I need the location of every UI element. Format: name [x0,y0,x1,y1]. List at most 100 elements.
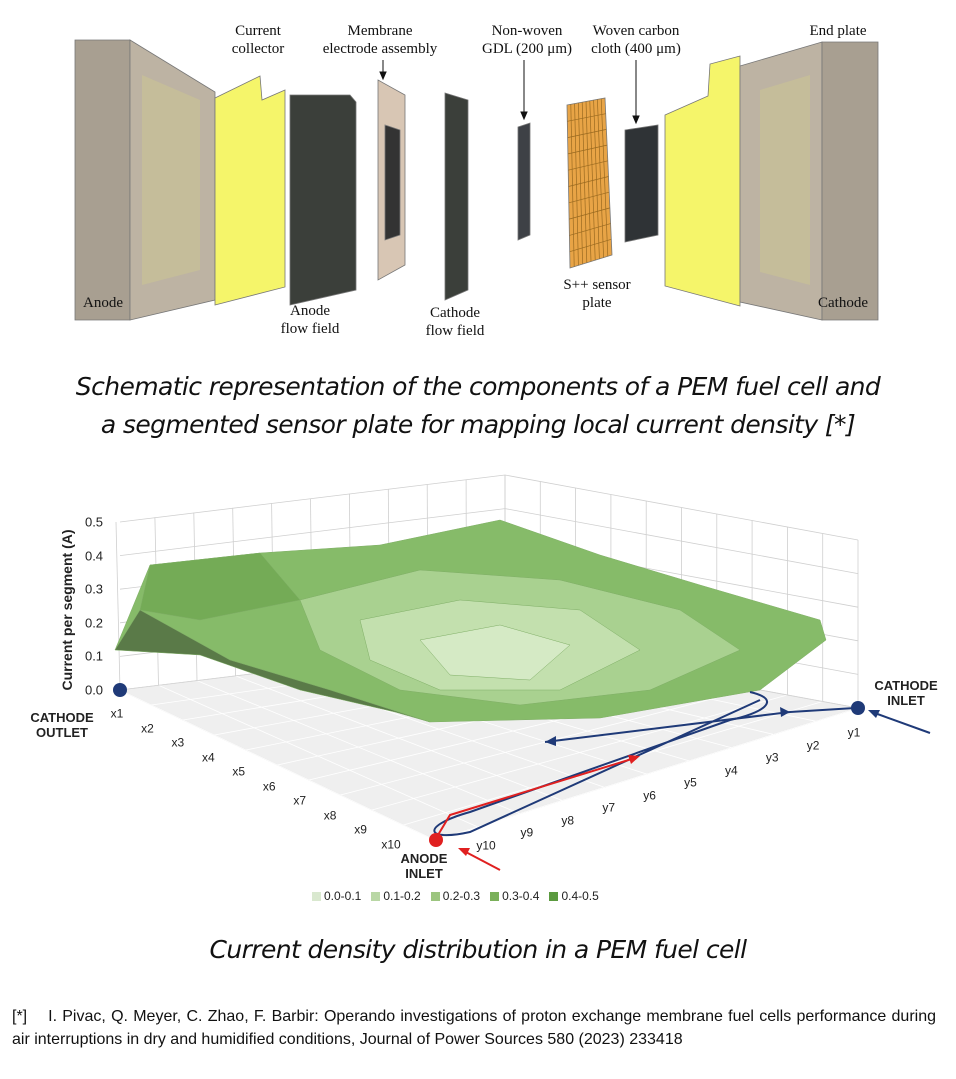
anode-end-plate [74,39,131,321]
segment-line [597,99,604,258]
segment-line [593,100,600,259]
cathode-inlet-arrow [871,711,931,734]
z-tick-label: 0.4 [84,548,104,564]
y-label: y8 [561,813,575,828]
z-tick-label: 0.1 [84,648,104,664]
carbon-cloth [624,124,659,243]
segment-line [600,98,609,257]
reference-text: I. Pivac, Q. Meyer, C. Zhao, F. Barbir: … [12,1008,936,1048]
legend-swatch [430,891,440,901]
y-label: y4 [724,763,738,778]
legend-item: 0.3-0.4 [490,889,539,903]
reference-marker: [*] [12,1008,28,1025]
shade [142,75,200,285]
x-label: x10 [381,837,401,852]
wall-line [119,508,859,574]
y-label: y3 [765,750,779,765]
component-label: Non-woven GDL (200 μm) [482,23,572,57]
legend-item: 0.0-0.1 [312,889,361,903]
y-label: y10 [476,838,496,853]
flow-paths [113,683,931,871]
sensor-plate [566,97,613,269]
component-label: End plate [809,23,867,39]
y-label: y2 [806,738,820,753]
legend-swatch [371,891,381,901]
z-axis-title: Current per segment (A) [59,529,75,690]
cathode-inlet: CATHODE INLET [874,678,938,708]
y-label: y7 [602,800,615,815]
surface-region [139,552,301,621]
legend-label: 0.4-0.5 [561,889,599,903]
arrowhead [458,848,470,856]
surface-edge [114,609,431,723]
anode-dot [429,833,443,847]
pointers [379,60,640,125]
inlet-dot [851,701,865,715]
legend-swatch [490,891,500,901]
z-tick-label: 0.0 [84,682,104,698]
arrowhead [780,707,790,717]
floor-line [371,694,788,811]
y-label: y5 [684,775,697,790]
x-label: x6 [262,779,276,794]
segment-line [568,176,609,187]
anode-inlet-arrow [461,849,501,871]
x-label: x7 [293,793,306,808]
cathode-loop [433,691,768,837]
segment-line [569,207,610,220]
component-label: Membrane electrode assembly [322,23,438,57]
outlet-dot [113,683,127,697]
cathode-collector [664,55,741,307]
z-tick-label: 0.2 [84,615,104,631]
component-label: Current collector [231,23,285,57]
y-label: y6 [643,788,656,803]
x-label: x2 [141,721,154,736]
x-label: x5 [232,764,246,779]
floor-line [434,707,859,841]
floor-line [403,701,823,826]
legend-item: 0.4-0.5 [549,889,599,903]
current-collector [214,75,286,306]
cathode-outlet: CATHODE OUTLET [30,710,94,740]
caption: Schematic representation of the componen… [75,372,881,439]
component-label: Cathode [818,295,868,311]
z-tick-label: 0.3 [84,581,104,597]
arrowhead [868,710,880,718]
cathode-end-plate [821,41,879,321]
sensor-grid [567,98,612,267]
gdl [517,122,531,241]
legend-swatch [549,891,559,901]
legend-label: 0.1-0.2 [383,889,421,903]
x-label: x9 [354,822,367,837]
caption: Current density distribution in a PEM fu… [209,935,748,964]
mea-active [384,124,401,241]
arrowhead [545,736,556,746]
anode-inlet: ANODE INLET [400,851,448,881]
x-label: x4 [201,750,215,765]
component-label: Anode flow field [280,303,340,337]
segment-line [568,191,610,204]
legend-label: 0.2-0.3 [442,889,481,903]
anode-flow-field [289,94,357,306]
x-label: x8 [323,808,337,823]
schematic [74,39,879,321]
wall-line [119,474,859,541]
y-label: y1 [847,725,861,740]
legend-label: 0.3-0.4 [502,889,540,903]
x-label: x3 [171,735,185,750]
cathode-flow-field [444,92,469,301]
legend: 0.0-0.1 0.1-0.2 0.2-0.3 0.3-0.4 0.4-0.5 [312,889,599,903]
segment-line [589,100,596,261]
legend-item: 0.1-0.2 [371,889,421,903]
wall-line [115,521,121,691]
reference: [*] I. Pivac, Q. Meyer, C. Zhao, F. Barb… [12,1005,936,1051]
legend-label: 0.0-0.1 [324,889,362,903]
segment-line [569,223,611,236]
current-surface [114,519,827,723]
surface-region [419,624,571,681]
z-tick-label: 0.5 [84,514,104,530]
legend-swatch [312,891,321,901]
component-label: Woven carbon cloth (400 μm) [591,23,681,57]
